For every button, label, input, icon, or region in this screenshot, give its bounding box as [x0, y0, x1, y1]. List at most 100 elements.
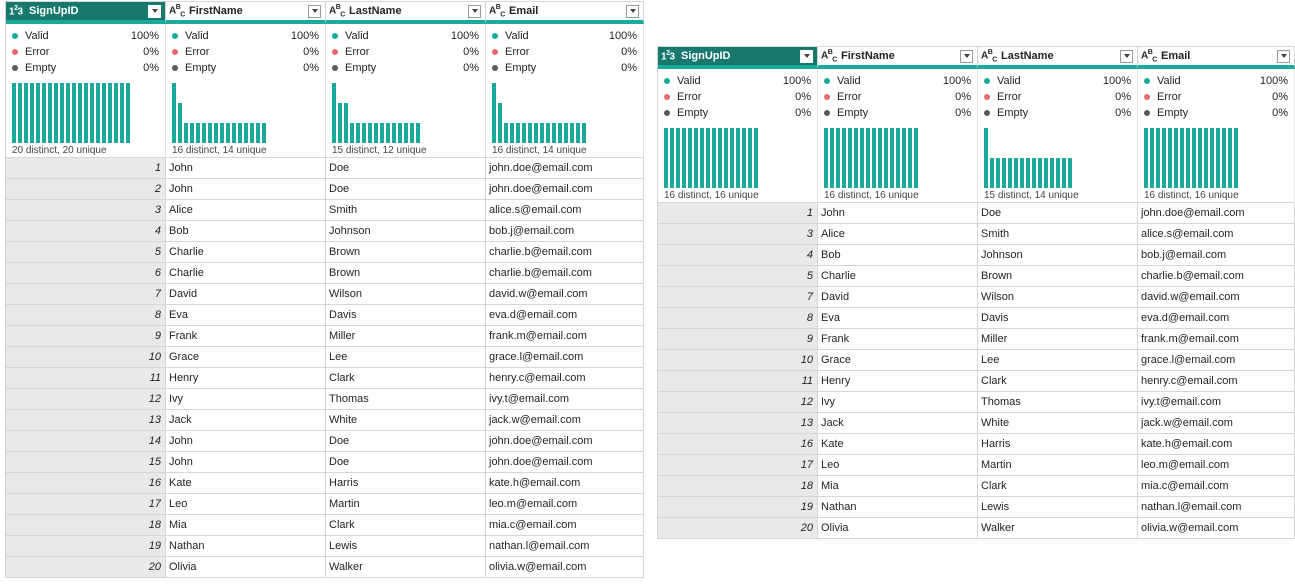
row-email-cell[interactable]: john.doe@email.com	[486, 431, 644, 452]
row-signupid-cell[interactable]: 10	[658, 350, 818, 371]
row-lastname-cell[interactable]: Smith	[978, 224, 1138, 245]
row-firstname-cell[interactable]: John	[166, 179, 326, 200]
row-lastname-cell[interactable]: Smith	[326, 200, 486, 221]
table-row[interactable]: 9 Frank Miller frank.m@email.com	[658, 329, 1295, 350]
row-signupid-cell[interactable]: 18	[6, 515, 166, 536]
row-firstname-cell[interactable]: Ivy	[166, 389, 326, 410]
row-email-cell[interactable]: leo.m@email.com	[486, 494, 644, 515]
filter-dropdown-icon[interactable]	[800, 49, 813, 63]
row-lastname-cell[interactable]: Clark	[978, 371, 1138, 392]
row-email-cell[interactable]: henry.c@email.com	[486, 368, 644, 389]
text-type-icon[interactable]: ABC	[981, 48, 997, 64]
row-lastname-cell[interactable]: Davis	[326, 305, 486, 326]
row-lastname-cell[interactable]: Harris	[978, 434, 1138, 455]
row-signupid-cell[interactable]: 19	[658, 497, 818, 518]
row-firstname-cell[interactable]: David	[166, 284, 326, 305]
row-firstname-cell[interactable]: Mia	[818, 476, 978, 497]
text-type-icon[interactable]: ABC	[489, 3, 505, 19]
table-row[interactable]: 5 Charlie Brown charlie.b@email.com	[658, 266, 1295, 287]
row-lastname-cell[interactable]: Thomas	[978, 392, 1138, 413]
text-type-icon[interactable]: ABC	[821, 48, 837, 64]
row-signupid-cell[interactable]: 11	[658, 371, 818, 392]
row-firstname-cell[interactable]: Jack	[818, 413, 978, 434]
row-email-cell[interactable]: nathan.l@email.com	[1138, 497, 1295, 518]
table-row[interactable]: 4 Bob Johnson bob.j@email.com	[6, 221, 644, 242]
row-email-cell[interactable]: john.doe@email.com	[486, 158, 644, 179]
row-signupid-cell[interactable]: 7	[6, 284, 166, 305]
row-email-cell[interactable]: john.doe@email.com	[1138, 203, 1295, 224]
table-row[interactable]: 1 John Doe john.doe@email.com	[658, 203, 1295, 224]
row-lastname-cell[interactable]: Lewis	[978, 497, 1138, 518]
row-lastname-cell[interactable]: Doe	[326, 158, 486, 179]
row-firstname-cell[interactable]: John	[166, 158, 326, 179]
row-firstname-cell[interactable]: Bob	[166, 221, 326, 242]
table-row[interactable]: 5 Charlie Brown charlie.b@email.com	[6, 242, 644, 263]
row-email-cell[interactable]: mia.c@email.com	[1138, 476, 1295, 497]
row-email-cell[interactable]: eva.d@email.com	[486, 305, 644, 326]
row-lastname-cell[interactable]: White	[326, 410, 486, 431]
row-firstname-cell[interactable]: Nathan	[818, 497, 978, 518]
row-email-cell[interactable]: bob.j@email.com	[1138, 245, 1295, 266]
row-signupid-cell[interactable]: 15	[6, 452, 166, 473]
row-signupid-cell[interactable]: 4	[658, 245, 818, 266]
table-row[interactable]: 18 Mia Clark mia.c@email.com	[658, 476, 1295, 497]
table-row[interactable]: 14 John Doe john.doe@email.com	[6, 431, 644, 452]
filter-dropdown-icon[interactable]	[1120, 49, 1133, 63]
row-lastname-cell[interactable]: Doe	[326, 431, 486, 452]
row-signupid-cell[interactable]: 12	[658, 392, 818, 413]
row-email-cell[interactable]: john.doe@email.com	[486, 452, 644, 473]
row-signupid-cell[interactable]: 10	[6, 347, 166, 368]
table-row[interactable]: 17 Leo Martin leo.m@email.com	[6, 494, 644, 515]
table-row[interactable]: 8 Eva Davis eva.d@email.com	[6, 305, 644, 326]
table-row[interactable]: 3 Alice Smith alice.s@email.com	[658, 224, 1295, 245]
row-lastname-cell[interactable]: Doe	[326, 179, 486, 200]
row-email-cell[interactable]: ivy.t@email.com	[1138, 392, 1295, 413]
table-row[interactable]: 19 Nathan Lewis nathan.l@email.com	[6, 536, 644, 557]
row-email-cell[interactable]: charlie.b@email.com	[486, 263, 644, 284]
row-signupid-cell[interactable]: 9	[658, 329, 818, 350]
row-lastname-cell[interactable]: Johnson	[326, 221, 486, 242]
row-signupid-cell[interactable]: 16	[6, 473, 166, 494]
row-firstname-cell[interactable]: Frank	[166, 326, 326, 347]
row-email-cell[interactable]: olivia.w@email.com	[1138, 518, 1295, 539]
table-row[interactable]: 17 Leo Martin leo.m@email.com	[658, 455, 1295, 476]
row-email-cell[interactable]: mia.c@email.com	[486, 515, 644, 536]
table-row[interactable]: 7 David Wilson david.w@email.com	[6, 284, 644, 305]
row-firstname-cell[interactable]: Eva	[166, 305, 326, 326]
row-signupid-cell[interactable]: 18	[658, 476, 818, 497]
row-signupid-cell[interactable]: 11	[6, 368, 166, 389]
row-lastname-cell[interactable]: Miller	[326, 326, 486, 347]
row-signupid-cell[interactable]: 6	[6, 263, 166, 284]
row-email-cell[interactable]: eva.d@email.com	[1138, 308, 1295, 329]
row-firstname-cell[interactable]: Kate	[818, 434, 978, 455]
row-firstname-cell[interactable]: Alice	[818, 224, 978, 245]
table-row[interactable]: 2 John Doe john.doe@email.com	[6, 179, 644, 200]
row-email-cell[interactable]: grace.l@email.com	[1138, 350, 1295, 371]
row-firstname-cell[interactable]: Eva	[818, 308, 978, 329]
table-row[interactable]: 20 Olivia Walker olivia.w@email.com	[658, 518, 1295, 539]
row-signupid-cell[interactable]: 3	[6, 200, 166, 221]
row-signupid-cell[interactable]: 1	[6, 158, 166, 179]
table-row[interactable]: 10 Grace Lee grace.l@email.com	[658, 350, 1295, 371]
row-firstname-cell[interactable]: Nathan	[166, 536, 326, 557]
row-lastname-cell[interactable]: Miller	[978, 329, 1138, 350]
row-firstname-cell[interactable]: Charlie	[818, 266, 978, 287]
row-signupid-cell[interactable]: 5	[658, 266, 818, 287]
row-lastname-cell[interactable]: Doe	[978, 203, 1138, 224]
row-email-cell[interactable]: frank.m@email.com	[1138, 329, 1295, 350]
row-lastname-cell[interactable]: Johnson	[978, 245, 1138, 266]
column-header-lastname[interactable]: ABC LastName	[978, 47, 1138, 69]
row-email-cell[interactable]: david.w@email.com	[1138, 287, 1295, 308]
table-row[interactable]: 9 Frank Miller frank.m@email.com	[6, 326, 644, 347]
column-header-firstname[interactable]: ABC FirstName	[818, 47, 978, 69]
table-row[interactable]: 18 Mia Clark mia.c@email.com	[6, 515, 644, 536]
filter-dropdown-icon[interactable]	[1277, 49, 1290, 63]
filter-dropdown-icon[interactable]	[308, 4, 321, 18]
table-row[interactable]: 4 Bob Johnson bob.j@email.com	[658, 245, 1295, 266]
row-lastname-cell[interactable]: Clark	[326, 368, 486, 389]
row-email-cell[interactable]: bob.j@email.com	[486, 221, 644, 242]
row-signupid-cell[interactable]: 12	[6, 389, 166, 410]
column-header-email[interactable]: ABC Email	[1138, 47, 1295, 69]
row-firstname-cell[interactable]: John	[166, 431, 326, 452]
filter-dropdown-icon[interactable]	[468, 4, 481, 18]
